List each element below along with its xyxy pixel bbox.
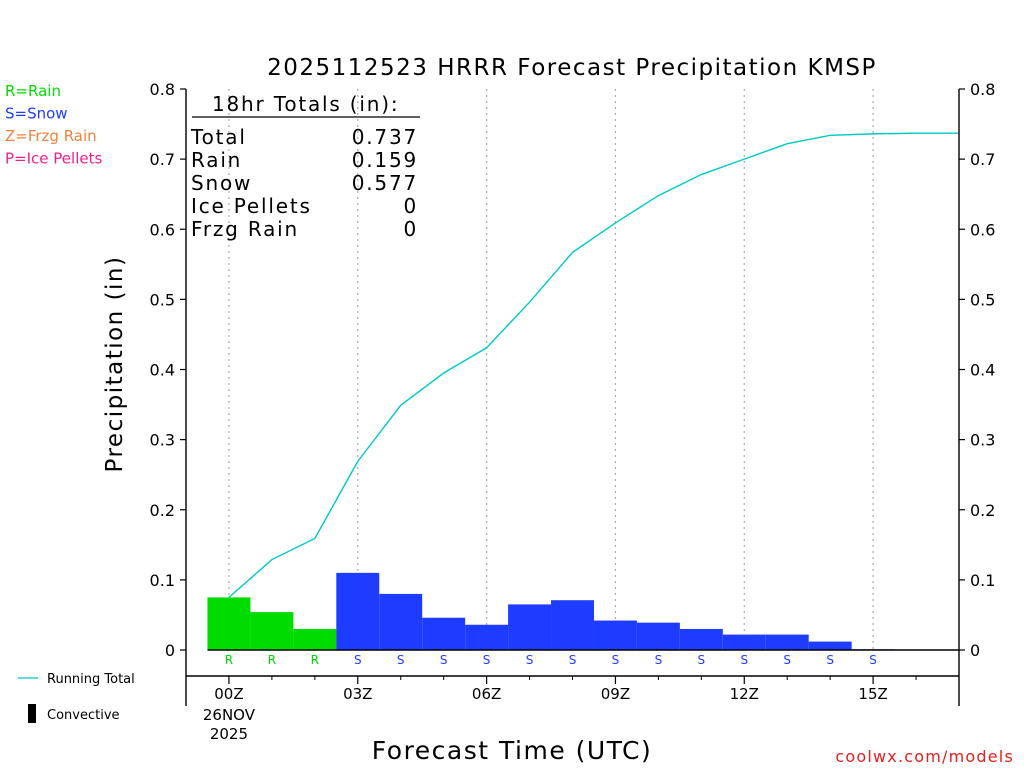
type-letter-hour-12: S [740, 653, 748, 667]
type-letter-hour-11: S [698, 653, 706, 667]
y-tick-label-right-0.4: 0.4 [970, 361, 995, 380]
y-axis-left: 0 0.1 0.2 0.3 0.4 0.5 0.6 0.7 0.8 [150, 80, 186, 660]
totals-label-4: Frzg Rain [191, 217, 299, 241]
bar-hour-4 [379, 593, 423, 650]
bottom-legend: Running Total Convective [18, 672, 135, 723]
x-tick-label-15Z: 15Z [858, 685, 887, 703]
convective-legend-swatch [28, 704, 36, 723]
legend-item-2: Z=Frzg Rain [5, 127, 97, 145]
y-tick-label-left-0.8: 0.8 [150, 80, 175, 99]
running-total-line [228, 132, 959, 598]
y-axis-label: Precipitation (in) [102, 256, 128, 473]
x-tick-label-09Z: 09Z [601, 685, 630, 703]
x-tick-label-00Z: 00Z [214, 685, 243, 703]
y-tick-label-right-0.2: 0.2 [970, 501, 995, 520]
bar-hour-0 [207, 597, 251, 650]
type-letter-hour-7: S [526, 653, 534, 667]
y-tick-label-right-0.7: 0.7 [970, 150, 995, 169]
bar-hour-2 [293, 628, 337, 650]
y-tick-label-right-0.8: 0.8 [970, 80, 995, 99]
type-letter-hour-3: S [354, 653, 362, 667]
legend-item-1: S=Snow [5, 105, 68, 123]
bar-hour-5 [422, 617, 466, 650]
credit-text: coolwx.com/models [835, 747, 1014, 766]
totals-value-0: 0.737 [352, 125, 418, 149]
type-letter-hour-0: R [225, 653, 233, 667]
x-tick-label-06Z: 06Z [472, 685, 501, 703]
bar-hour-9 [593, 620, 637, 650]
y-tick-label-left-0.5: 0.5 [150, 290, 175, 309]
type-letter-hour-4: S [397, 653, 405, 667]
legend-item-3: P=Ice Pellets [5, 150, 102, 168]
bar-hour-8 [551, 600, 594, 650]
totals-value-2: 0.577 [352, 171, 418, 195]
y-tick-label-left-0.6: 0.6 [150, 220, 175, 239]
x-tick-date: 26NOV [203, 706, 256, 724]
y-tick-label-left-0: 0 [165, 641, 175, 660]
running-total-line-group [228, 132, 959, 598]
convective-legend-label: Convective [47, 708, 120, 723]
type-letter-hour-8: S [569, 653, 577, 667]
y-tick-label-left-0.7: 0.7 [150, 150, 175, 169]
type-letter-hour-13: S [783, 653, 791, 667]
bar-hour-3 [336, 572, 380, 650]
chart-title: 2025112523 HRRR Forecast Precipitation K… [267, 55, 877, 81]
grid-lines [228, 89, 874, 650]
x-axis-label: Forecast Time (UTC) [372, 736, 652, 765]
totals-label-0: Total [190, 125, 247, 149]
x-tick-label-03Z: 03Z [343, 685, 372, 703]
y-tick-label-right-0.6: 0.6 [970, 220, 995, 239]
bars-group [207, 572, 895, 650]
bar-hour-10 [636, 622, 680, 650]
type-letter-hour-15: S [869, 653, 877, 667]
y-tick-label-right-0.5: 0.5 [970, 290, 995, 309]
y-tick-label-right-0.3: 0.3 [970, 431, 995, 450]
y-tick-label-left-0.2: 0.2 [150, 501, 175, 520]
totals-label-3: Ice Pellets [191, 194, 312, 218]
running-total-legend-label: Running Total [47, 672, 135, 687]
totals-value-3: 0 [403, 194, 418, 218]
y-tick-label-left-0.1: 0.1 [150, 571, 175, 590]
bar-hour-14 [808, 641, 852, 650]
type-letter-hour-9: S [612, 653, 620, 667]
totals-label-2: Snow [191, 171, 252, 195]
y-axis-right: 0 0.1 0.2 0.3 0.4 0.5 0.6 0.7 0.8 [959, 80, 995, 660]
type-letter-hour-10: S [655, 653, 663, 667]
x-tick-label-12Z: 12Z [730, 685, 759, 703]
type-letter-hour-14: S [826, 653, 834, 667]
x-tick-year: 2025 [210, 725, 248, 743]
legend-item-0: R=Rain [5, 82, 61, 100]
type-letter-hour-1: R [268, 653, 276, 667]
totals-value-1: 0.159 [352, 148, 418, 172]
bar-hour-11 [679, 628, 723, 650]
bar-hour-13 [765, 634, 809, 650]
y-tick-label-left-0.4: 0.4 [150, 361, 175, 380]
type-letter-hour-6: S [483, 653, 491, 667]
bar-hour-7 [508, 604, 552, 650]
bar-hour-6 [465, 624, 509, 650]
totals-box: 18hr Totals (in): Total 0.737 Rain 0.159 Sno… [190, 92, 420, 241]
precip-type-legend: R=Rain S=Snow Z=Frzg Rain P=Ice Pellets [5, 82, 102, 168]
totals-label-1: Rain [191, 148, 242, 172]
totals-value-4: 0 [403, 217, 418, 241]
type-letter-hour-5: S [440, 653, 448, 667]
y-tick-label-right-0: 0 [970, 641, 980, 660]
type-letter-hour-2: R [311, 653, 319, 667]
bar-hour-1 [250, 612, 294, 650]
y-tick-label-left-0.3: 0.3 [150, 431, 175, 450]
totals-header: 18hr Totals (in): [212, 92, 399, 116]
y-tick-label-right-0.1: 0.1 [970, 571, 995, 590]
bar-hour-12 [722, 634, 766, 650]
